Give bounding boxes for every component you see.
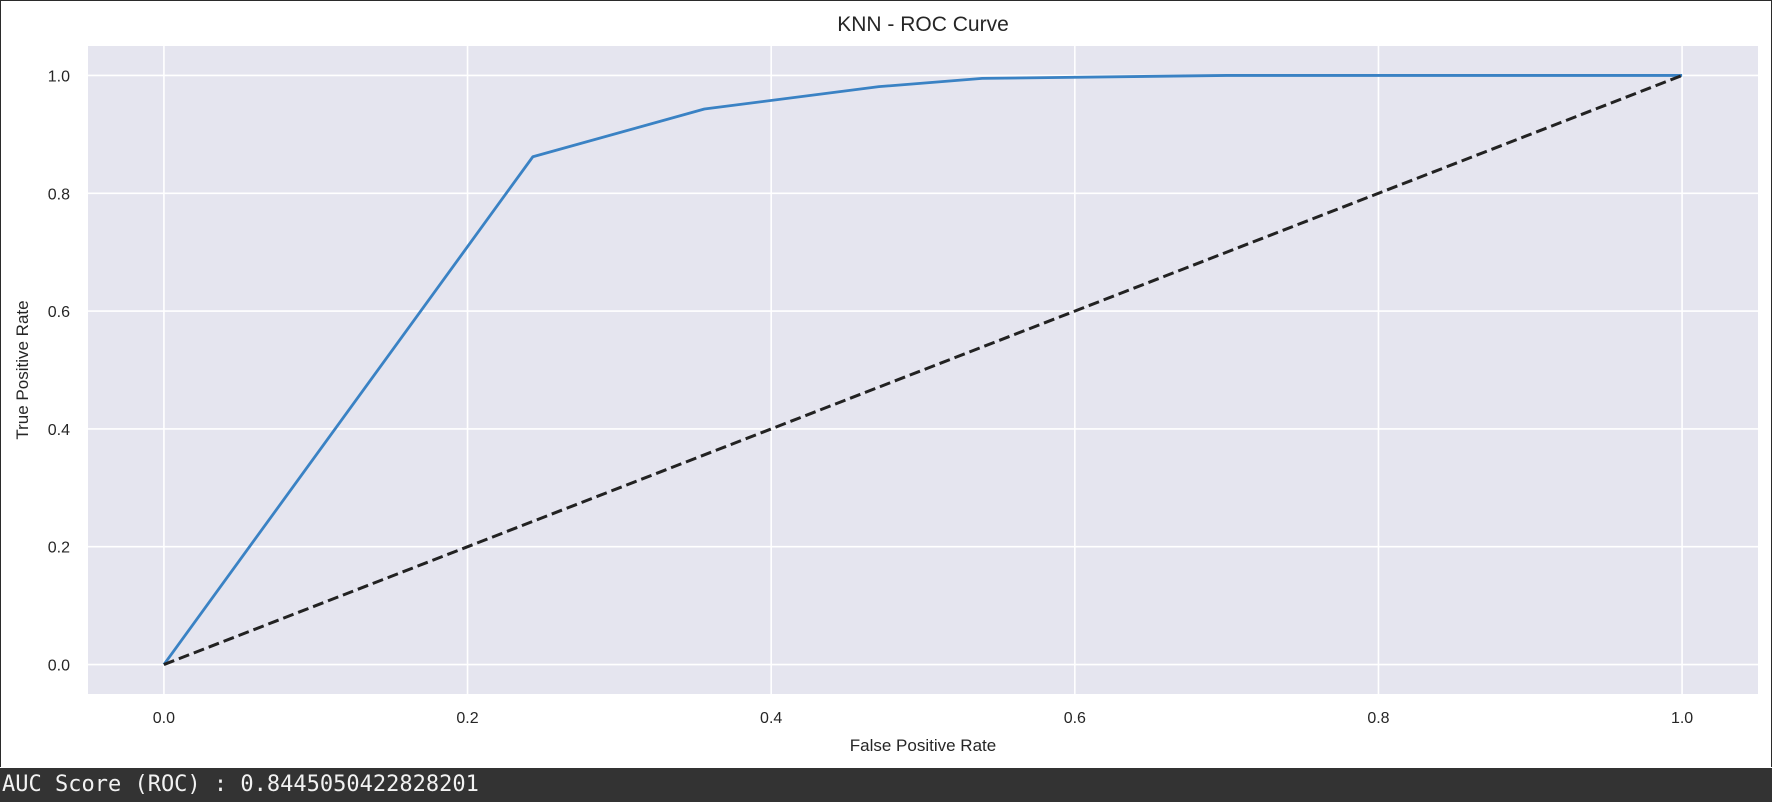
x-tick-label: 1.0 bbox=[1671, 710, 1693, 727]
x-tick-label: 0.4 bbox=[760, 710, 782, 727]
roc-chart: 0.0 0.2 0.4 0.6 0.8 1.0 0.0 0.2 0.4 0.6 0.8 1.0 KN… bbox=[13, 13, 1758, 755]
auc-score-output: AUC Score (ROC) : 0.8445050422828201 bbox=[2, 772, 479, 797]
chart-title: KNN - ROC Curve bbox=[837, 13, 1009, 36]
grid-lines bbox=[88, 46, 1758, 694]
x-tick-label: 0.8 bbox=[1367, 710, 1389, 727]
x-tick-labels: 0.0 0.2 0.4 0.6 0.8 1.0 bbox=[153, 710, 1694, 727]
x-tick-label: 0.6 bbox=[1064, 710, 1086, 727]
y-tick-label: 0.4 bbox=[48, 422, 70, 439]
y-tick-labels: 0.0 0.2 0.4 0.6 0.8 1.0 bbox=[48, 68, 70, 674]
y-tick-label: 0.0 bbox=[48, 658, 70, 675]
y-tick-label: 0.6 bbox=[48, 304, 70, 321]
y-axis-label: True Positive Rate bbox=[13, 300, 32, 439]
y-tick-label: 0.8 bbox=[48, 186, 70, 203]
y-tick-label: 0.2 bbox=[48, 540, 70, 557]
roc-curve-line bbox=[162, 74, 1683, 666]
y-tick-label: 1.0 bbox=[48, 68, 70, 85]
x-tick-label: 0.0 bbox=[153, 710, 175, 727]
x-axis-label: False Positive Rate bbox=[850, 736, 996, 755]
output-bar: AUC Score (ROC) : 0.8445050422828201 bbox=[0, 768, 1772, 802]
series-group bbox=[162, 74, 1683, 666]
x-tick-label: 0.2 bbox=[456, 710, 478, 727]
figure-frame: 0.0 0.2 0.4 0.6 0.8 1.0 0.0 0.2 0.4 0.6 0.8 1.0 KN… bbox=[0, 0, 1772, 767]
